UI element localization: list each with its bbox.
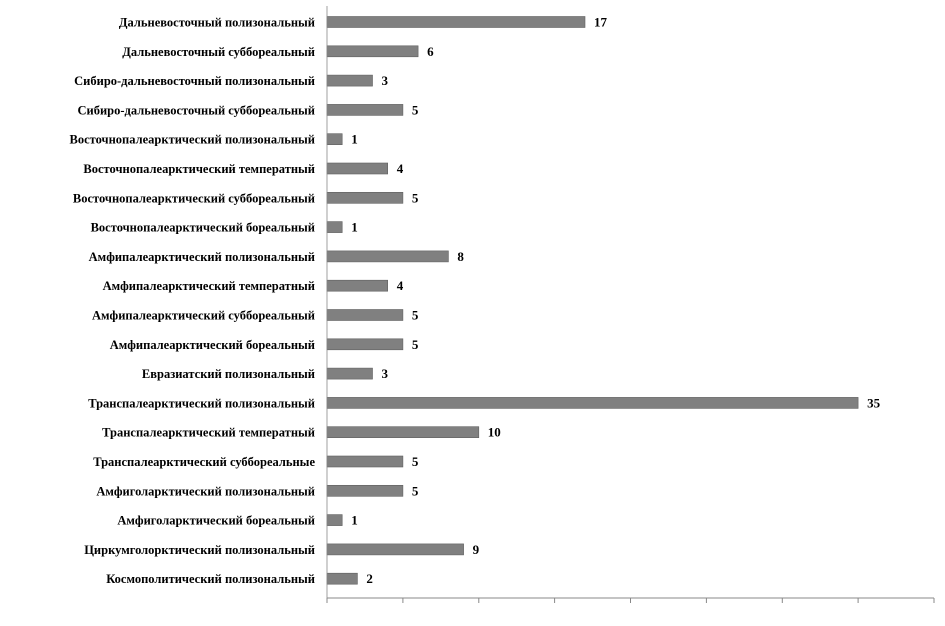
data-label: 10 <box>488 425 501 440</box>
bar <box>326 543 464 556</box>
category-label: Амфипалеарктический температный <box>103 279 315 293</box>
data-label: 5 <box>412 190 419 205</box>
category-label: Транспалеарктический температный <box>102 426 315 440</box>
bar <box>326 514 343 526</box>
category-label: Сибиро-дальневосточный суббореальный <box>77 103 315 117</box>
bar <box>326 74 373 87</box>
category-label: Космополитический полизональный <box>106 572 315 586</box>
bar <box>326 45 419 58</box>
bar <box>326 16 586 28</box>
bars-layer <box>326 16 859 585</box>
bar <box>326 455 404 468</box>
data-label: 5 <box>412 102 419 117</box>
data-label: 5 <box>412 454 419 469</box>
bar <box>326 104 404 116</box>
bar <box>326 192 404 204</box>
bar <box>326 367 373 380</box>
category-label: Дальневосточный суббореальный <box>122 45 315 59</box>
bar <box>326 338 404 351</box>
data-label: 4 <box>397 161 404 176</box>
data-label: 1 <box>351 220 358 235</box>
category-label: Восточнопалеарктический суббореальный <box>73 191 315 205</box>
bar <box>326 426 480 439</box>
bar <box>326 221 343 233</box>
data-label: 8 <box>457 249 464 264</box>
category-label: Транспалеарктический полизональный <box>88 396 315 410</box>
data-label: 6 <box>427 44 434 59</box>
category-labels-layer: Дальневосточный полизональный Дальневосто… <box>70 16 316 587</box>
data-label: 5 <box>412 483 419 498</box>
category-label: Амфипалеарктический бореальный <box>110 338 315 352</box>
bar <box>326 162 389 175</box>
category-label: Амфипалеарктический суббореальный <box>92 309 315 323</box>
category-label: Восточнопалеарктический температный <box>83 162 315 176</box>
category-label: Дальневосточный полизональный <box>119 16 315 30</box>
data-label: 2 <box>366 571 373 586</box>
x-axis <box>326 6 935 603</box>
bar <box>326 279 389 292</box>
data-label: 1 <box>351 513 358 528</box>
category-label: Циркумголорктический полизональный <box>84 543 315 557</box>
category-label: Амфиголарктический полизональный <box>96 484 315 498</box>
category-label: Восточнопалеарктический полизональный <box>70 133 316 147</box>
data-label: 3 <box>382 73 389 88</box>
data-label: 5 <box>412 337 419 352</box>
category-label: Амфиголарктический бореальный <box>117 514 315 528</box>
data-label: 5 <box>412 308 419 323</box>
category-label: Восточнопалеарктический бореальный <box>91 221 315 235</box>
bar <box>326 397 859 409</box>
bar <box>326 250 449 263</box>
bar <box>326 572 358 585</box>
data-label: 9 <box>473 542 480 557</box>
category-label: Сибиро-дальневосточный полизональный <box>74 74 315 88</box>
bar <box>326 309 404 321</box>
data-label: 4 <box>397 278 404 293</box>
data-label: 35 <box>867 395 881 410</box>
category-label: Евразиатский полизональный <box>142 367 315 381</box>
bar <box>326 133 343 145</box>
category-label: Амфипалеарктический полизональный <box>89 250 315 264</box>
data-label: 17 <box>594 15 608 30</box>
category-label: Транспалеарктический суббореальные <box>93 455 315 469</box>
bar <box>326 484 404 497</box>
data-label: 1 <box>351 132 358 147</box>
data-label: 3 <box>382 366 389 381</box>
